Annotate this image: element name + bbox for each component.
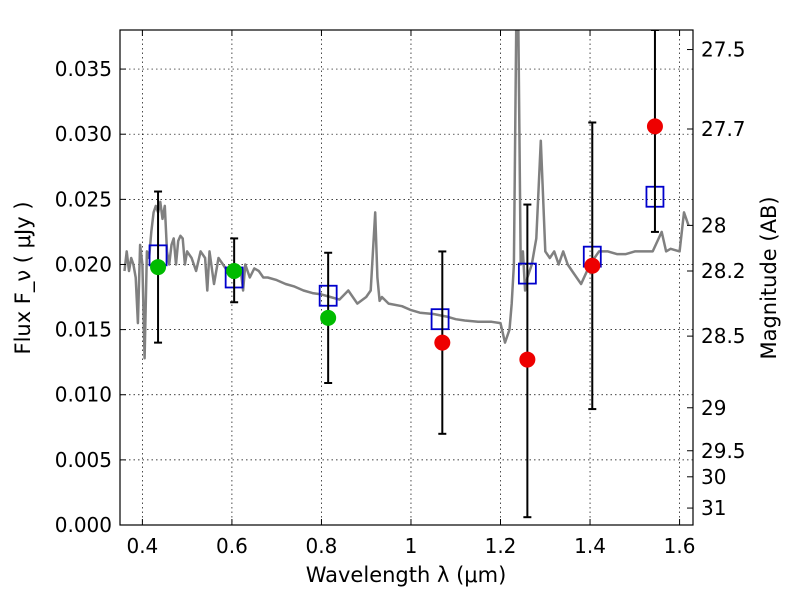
non-detection-point <box>519 351 536 368</box>
y-tick-label: 0.005 <box>55 448 112 472</box>
plot-frame <box>119 29 694 526</box>
x-tick-label: 0.4 <box>126 534 158 558</box>
y-tick-label: 0.010 <box>55 383 112 407</box>
y-axis-title: Flux F_ν ( μJy ) <box>11 201 36 354</box>
x-tick-label: 1 <box>405 534 418 558</box>
ticks: 0.4 0.6 0.8 1 1.2 1.4 1.6 0.000 0.005 0.010 0.015 0… <box>55 30 746 558</box>
model-spectrum-line <box>123 30 690 360</box>
detection-point <box>150 259 167 276</box>
right-tick-label: 29 <box>701 396 726 420</box>
right-tick-label: 27.5 <box>701 38 746 62</box>
detection-point <box>320 309 337 326</box>
plot-data <box>123 30 690 519</box>
y-tick-label: 0.000 <box>55 513 112 537</box>
right-tick-label: 31 <box>701 496 726 520</box>
right-tick-label: 30 <box>701 465 726 489</box>
right-tick-label: 28 <box>701 213 726 237</box>
y-tick-label: 0.015 <box>55 318 112 342</box>
right-tick-label: 29.5 <box>701 439 746 463</box>
detection-point <box>226 262 243 279</box>
x-tick-label: 1.2 <box>485 534 517 558</box>
non-detection-point <box>646 118 663 135</box>
right-tick-label: 28.2 <box>701 259 746 283</box>
x-tick-label: 0.8 <box>306 534 338 558</box>
right-tick-label: 28.5 <box>701 324 746 348</box>
x-tick-label: 0.6 <box>216 534 248 558</box>
y-tick-label: 0.020 <box>55 252 112 276</box>
right-axis-title: Magnitude (AB) <box>757 196 781 359</box>
non-detection-point <box>434 334 451 351</box>
model-band-square <box>430 308 450 331</box>
x-axis-title: Wavelength λ (μm) <box>306 563 507 587</box>
non-detection-point <box>584 257 601 274</box>
right-tick-label: 27.7 <box>701 117 746 141</box>
y-tick-label: 0.030 <box>55 122 112 146</box>
x-tick-label: 1.6 <box>664 534 696 558</box>
x-tick-label: 1.4 <box>574 534 606 558</box>
y-tick-label: 0.035 <box>55 57 112 81</box>
y-tick-label: 0.025 <box>55 187 112 211</box>
